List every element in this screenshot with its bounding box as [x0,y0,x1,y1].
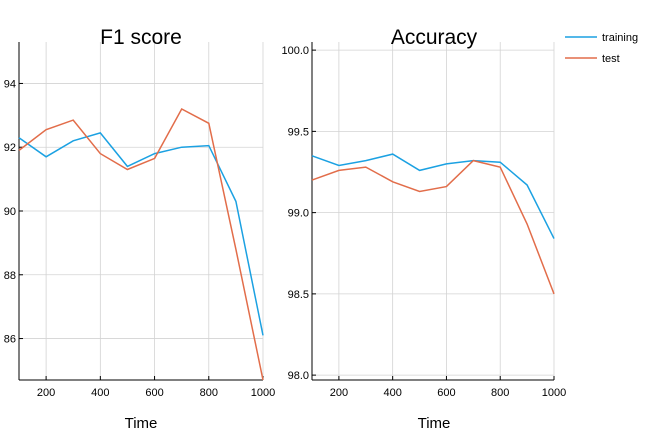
series-line-training [18,132,264,336]
x-tick-label: 400 [383,387,401,399]
accuracy-panel: 200 400 600 800 1000 98.0 98.5 99.0 99.5 100.0 Acc… [281,26,566,432]
x-axis-label: Time [125,415,158,432]
y-tick-label: 99.0 [288,208,309,220]
x-tick-label: 200 [37,387,55,399]
x-tick-label: 600 [437,387,455,399]
series-line-training [311,153,555,239]
y-tick-label: 86 [4,334,16,346]
x-tick-label: 800 [491,387,509,399]
legend: training test [565,32,638,65]
series-line-test [18,107,264,381]
y-tick-label: 98.5 [288,289,309,301]
chart-title: F1 score [100,26,182,49]
x-tick-label: 1000 [542,387,566,399]
y-tick-label: 94 [4,78,16,90]
x-tick-label: 800 [200,387,218,399]
x-tick-label: 400 [91,387,109,399]
y-tick-label: 90 [4,206,16,218]
y-tick-label: 88 [4,270,16,282]
x-tick-label: 600 [145,387,163,399]
y-tick-label: 99.5 [288,126,309,138]
f1-score-panel: 200 400 600 800 1000 86 88 90 92 94 F1 score Time [4,26,275,432]
y-tick-label: 92 [4,142,16,154]
legend-label: test [602,53,620,65]
x-tick-label: 200 [330,387,348,399]
legend-label: training [602,32,638,44]
chart-title: Accuracy [391,26,478,49]
y-tick-label: 98.0 [288,370,309,382]
y-tick-label: 100.0 [281,45,309,57]
x-axis-label: Time [418,415,451,432]
series-line-test [311,159,555,295]
x-tick-label: 1000 [251,387,275,399]
